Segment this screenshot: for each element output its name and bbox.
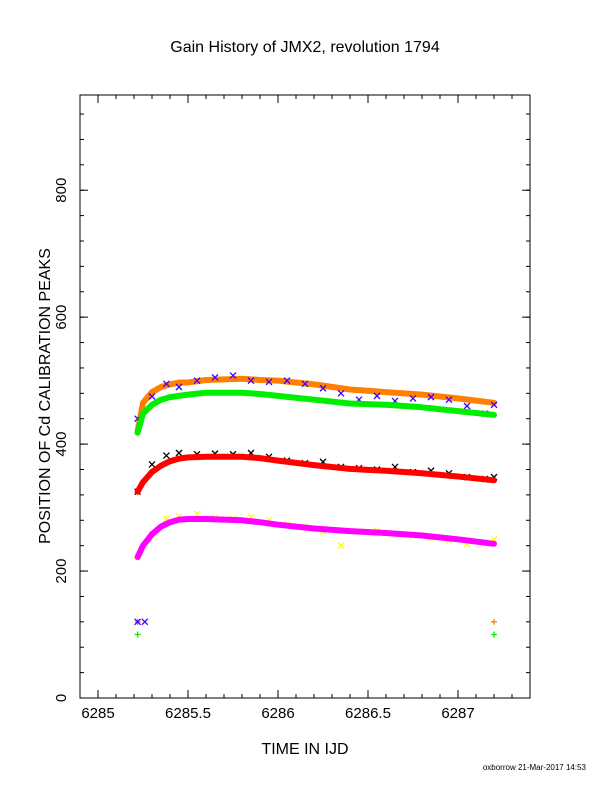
x-tick-label: 6286.5 xyxy=(345,705,391,722)
y-tick-label: 200 xyxy=(53,559,70,584)
data-point xyxy=(301,380,309,388)
data-point xyxy=(463,402,471,410)
data-point xyxy=(427,393,435,401)
data-point xyxy=(162,380,170,388)
data-point xyxy=(141,618,149,626)
x-tick-label: 6287 xyxy=(441,705,474,722)
data-point xyxy=(490,401,498,409)
data-point xyxy=(211,373,219,381)
series-7 xyxy=(134,618,497,625)
x-tick-label: 6286 xyxy=(261,705,294,722)
x-tick-labels: 6285 6285.5 6286 6286.5 6287 xyxy=(81,705,474,722)
x-tick-label: 6285.5 xyxy=(165,705,211,722)
data-point xyxy=(491,631,497,638)
data-point xyxy=(373,392,381,400)
series-layer xyxy=(134,372,498,638)
series-line xyxy=(134,453,497,495)
data-point xyxy=(134,618,142,626)
data-point xyxy=(193,377,201,385)
data-point xyxy=(247,377,255,385)
data-point xyxy=(162,452,170,459)
data-point xyxy=(265,378,273,386)
series-2 xyxy=(134,389,497,436)
y-tick-label: 400 xyxy=(53,432,70,457)
data-point xyxy=(148,393,156,400)
data-point xyxy=(409,394,417,402)
series-line xyxy=(134,389,497,436)
data-point xyxy=(175,449,183,457)
chart-title: Gain History of JMX2, revolution 1794 xyxy=(170,39,440,56)
data-point xyxy=(175,383,183,391)
series-4 xyxy=(134,453,497,495)
data-point xyxy=(134,631,141,638)
axis-ticks xyxy=(79,95,530,699)
data-point xyxy=(148,460,156,468)
footer-credit: oxborrow 21-Mar-2017 14:53 xyxy=(483,763,587,772)
data-point xyxy=(229,372,237,380)
series-1 xyxy=(134,372,498,423)
data-point xyxy=(491,618,497,625)
data-point xyxy=(337,389,345,397)
series-9 xyxy=(134,631,497,638)
y-tick-label: 0 xyxy=(53,694,70,702)
data-point xyxy=(283,377,291,385)
series-line xyxy=(134,375,497,435)
series-8 xyxy=(134,618,149,626)
y-axis-label: POSITION OF Cd CALIBRATION PEAKS xyxy=(37,248,54,544)
y-tick-label: 600 xyxy=(53,305,70,330)
y-tick-labels: 0 200 400 600 800 xyxy=(53,178,70,702)
series-0 xyxy=(134,375,497,435)
plot-frame xyxy=(79,94,531,699)
y-tick-label: 800 xyxy=(53,178,70,203)
series-6 xyxy=(134,516,497,561)
data-point xyxy=(337,542,345,550)
data-point xyxy=(193,510,201,518)
data-point xyxy=(319,384,327,392)
series-line xyxy=(134,516,497,561)
data-point xyxy=(445,396,453,404)
x-tick-label: 6285 xyxy=(81,705,114,722)
x-axis-label: TIME IN IJD xyxy=(261,741,348,758)
